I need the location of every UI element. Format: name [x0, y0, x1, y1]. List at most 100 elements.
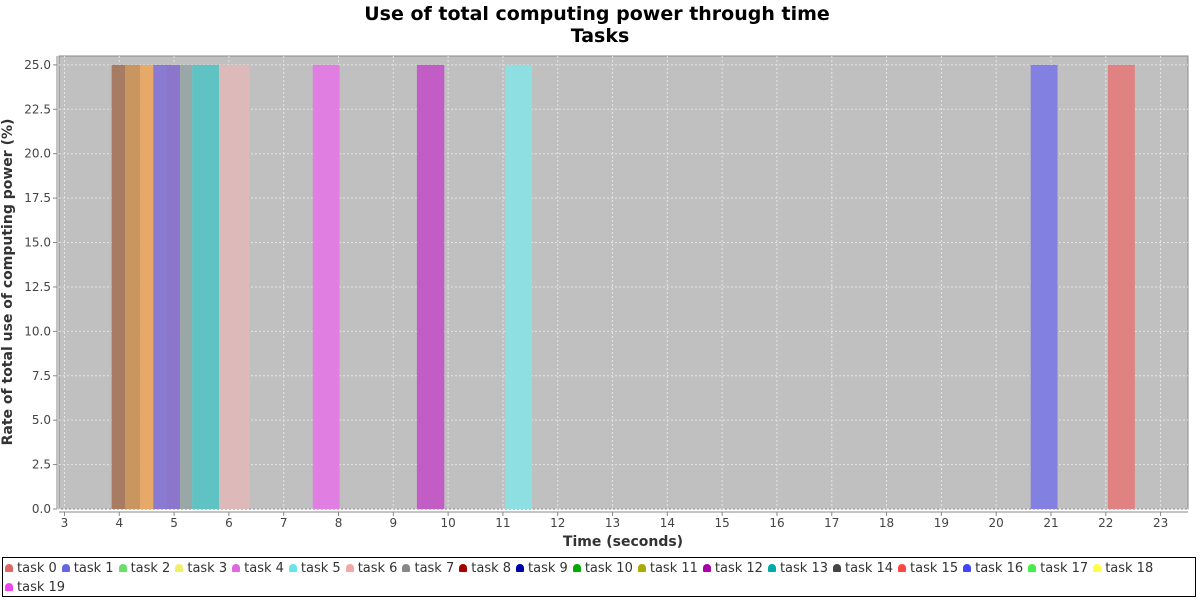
bar — [505, 64, 532, 509]
x-tick-label: 16 — [769, 516, 784, 530]
bar — [125, 64, 141, 509]
legend-label: task 4 — [244, 561, 284, 576]
bar — [219, 64, 250, 509]
y-tick-label: 20.0 — [24, 147, 51, 161]
legend-swatch-icon — [572, 564, 581, 572]
y-axis-label: Rate of total use of computing power (%) — [0, 119, 16, 446]
y-tick-label: 12.5 — [24, 280, 51, 294]
bar — [192, 64, 220, 509]
x-tick-label: 8 — [335, 516, 343, 530]
x-tick-label: 22 — [1098, 516, 1113, 530]
x-tick-label: 7 — [280, 516, 288, 530]
chart: Use of total computing power through tim… — [0, 3, 1189, 550]
y-tick-label: 17.5 — [24, 191, 51, 205]
legend-item: task 10 — [572, 559, 633, 578]
legend-label: task 3 — [187, 561, 228, 576]
x-tick-label: 4 — [115, 516, 123, 530]
x-tick-label: 14 — [660, 516, 675, 530]
legend-label: task 15 — [910, 561, 959, 576]
legend-label: task 13 — [779, 561, 828, 576]
y-tick-label: 10.0 — [24, 324, 51, 338]
legend-label: task 7 — [414, 561, 455, 576]
legend-item: task 1 — [61, 559, 114, 578]
y-axis: 0.0 2.5 5.0 7.5 10.0 12.5 15.0 17.5 20.0 22.5 25.0 — [24, 56, 58, 516]
chart-subtitle: Tasks — [571, 25, 630, 47]
legend-item: task 12 — [702, 559, 763, 578]
bar — [153, 64, 167, 509]
y-tick-label: 22.5 — [24, 102, 51, 116]
y-tick-label: 15.0 — [24, 236, 51, 250]
legend-swatch-icon — [898, 564, 907, 572]
legend-swatch-icon — [232, 564, 241, 572]
legend-label: task 12 — [714, 561, 763, 576]
legend-swatch-icon — [118, 564, 127, 572]
legend-item: task 17 — [1028, 559, 1088, 578]
legend-item: task 18 — [1093, 559, 1153, 578]
x-tick-label: 19 — [934, 516, 949, 530]
legend-swatch-icon — [175, 564, 184, 572]
x-tick-label: 21 — [1043, 516, 1058, 530]
legend-item: task 4 — [232, 559, 284, 578]
legend-swatch-icon — [516, 564, 525, 572]
x-tick-label: 6 — [225, 516, 233, 530]
legend-label: task 17 — [1040, 561, 1089, 576]
bar — [1030, 64, 1058, 509]
x-tick-label: 3 — [61, 516, 69, 530]
legend-swatch-icon — [1028, 564, 1037, 572]
legend-item: task 3 — [175, 559, 227, 578]
legend-label: task 19 — [17, 580, 66, 595]
y-tick-label: 2.5 — [32, 458, 51, 472]
y-tick-label: 0.0 — [32, 502, 51, 516]
legend-item: task 19 — [5, 578, 65, 597]
legend-label: task 2 — [130, 561, 171, 576]
legend-item: task 5 — [288, 559, 341, 578]
bar — [180, 64, 193, 509]
legend-label: task 5 — [300, 561, 341, 576]
bar — [140, 64, 154, 509]
x-tick-label: 23 — [1153, 516, 1168, 530]
legend-swatch-icon — [1093, 564, 1102, 572]
legend-label: task 11 — [649, 561, 698, 576]
x-tick-label: 18 — [879, 516, 894, 530]
y-tick-label: 25.0 — [24, 58, 51, 72]
legend-item: task 9 — [516, 559, 568, 578]
legend-item: task 13 — [767, 559, 828, 578]
bar — [166, 64, 181, 509]
bar — [312, 64, 340, 509]
legend-item: task 14 — [833, 559, 893, 578]
legend-swatch-icon — [702, 564, 711, 572]
legend-item: task 11 — [637, 559, 698, 578]
x-tick-label: 11 — [495, 516, 510, 530]
legend-item: task 7 — [402, 559, 454, 578]
legend-swatch-icon — [833, 564, 841, 572]
legend-swatch-icon — [767, 564, 776, 572]
y-tick-label: 5.0 — [32, 413, 51, 427]
x-tick-label: 20 — [989, 516, 1004, 530]
legend-swatch-icon — [61, 564, 70, 572]
legend-item: task 15 — [898, 559, 958, 578]
x-tick-label: 13 — [605, 516, 620, 530]
legend-swatch-icon — [288, 564, 297, 572]
legend-label: task 18 — [1105, 561, 1154, 576]
x-axis-label: Time (seconds) — [563, 534, 683, 550]
chart-title: Use of total computing power through tim… — [364, 3, 830, 25]
bars — [111, 64, 1135, 509]
legend-swatch-icon — [637, 564, 646, 572]
legend-item: task 8 — [459, 559, 511, 578]
legend-swatch-icon — [459, 564, 468, 572]
x-tick-label: 9 — [389, 516, 397, 530]
legend: task 0 task 1 task 2 task 3 task 4 task 5 task… — [2, 557, 1196, 597]
legend-item: task 6 — [345, 559, 397, 578]
legend-label: task 1 — [73, 561, 114, 576]
legend-item: task 0 — [5, 559, 57, 578]
legend-swatch-icon — [402, 564, 411, 572]
legend-label: task 9 — [528, 561, 568, 576]
legend-label: task 14 — [845, 561, 894, 576]
legend-label: task 10 — [584, 561, 633, 576]
legend-swatch-icon — [5, 564, 13, 572]
bar — [416, 64, 445, 509]
legend-item: task 2 — [118, 559, 171, 578]
legend-swatch-icon — [963, 564, 972, 572]
legend-label: task 16 — [975, 561, 1024, 576]
legend-swatch-icon — [5, 583, 13, 591]
